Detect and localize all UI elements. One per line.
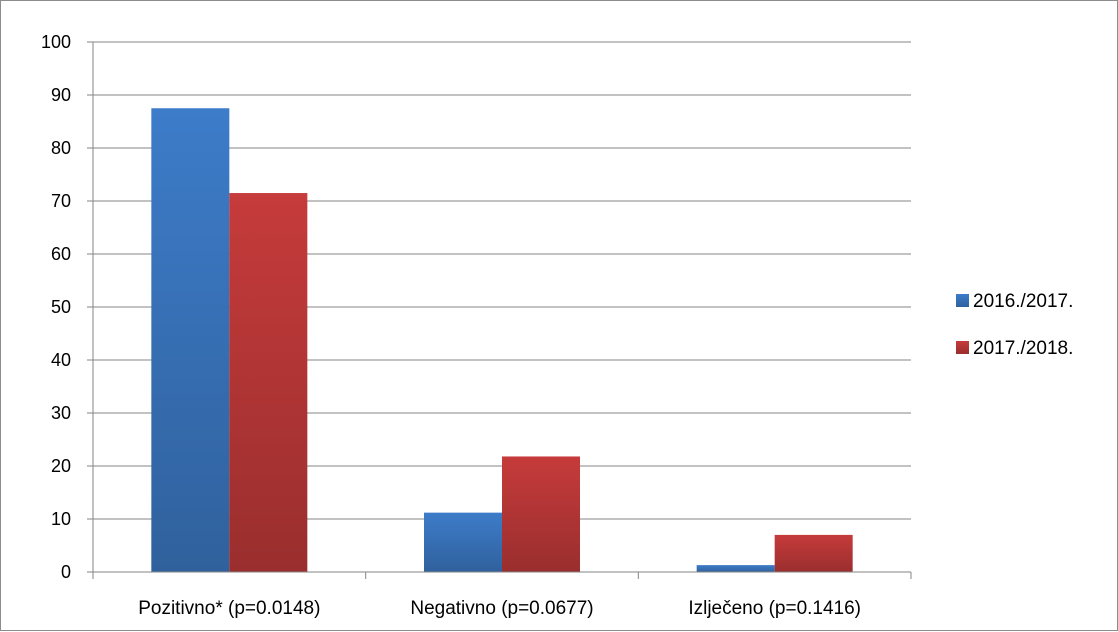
legend-label-1: 2016./2017.: [973, 291, 1073, 312]
y-tick-label: 70: [51, 191, 71, 211]
bar-1-3: [696, 565, 775, 572]
x-category-label: Negativno (p=0.0677): [410, 598, 593, 619]
y-tick-label: 90: [51, 85, 71, 105]
y-tick-label: 100: [41, 32, 71, 52]
legend: 2016./2017. 2017./2018.: [956, 291, 1073, 359]
bars: [151, 108, 853, 573]
legend-swatch-1: [956, 294, 969, 307]
y-tick-label: 80: [51, 138, 71, 158]
y-tick-label: 60: [51, 244, 71, 264]
bar-2-2: [502, 456, 580, 572]
y-tick-label: 40: [51, 350, 71, 370]
axes: 0 10 20 30 40 50 60 70 80 90 100 Pozitivno* (p=0.01…: [41, 32, 912, 619]
y-tick-label: 0: [61, 562, 71, 582]
y-tick-label: 30: [51, 403, 71, 423]
bar-1-2: [424, 512, 502, 572]
y-tick-label: 50: [51, 297, 71, 317]
y-tick-label: 20: [51, 456, 71, 476]
x-category-label: Pozitivno* (p=0.0148): [138, 598, 320, 619]
bar-2-3: [774, 534, 853, 572]
bar-2-1: [229, 193, 308, 573]
y-tick-label: 10: [51, 509, 71, 529]
x-category-label: Izlječeno (p=0.1416): [688, 598, 861, 619]
bar-1-1: [151, 108, 230, 572]
legend-label-2: 2017./2018.: [973, 338, 1073, 359]
legend-swatch-2: [956, 341, 969, 354]
